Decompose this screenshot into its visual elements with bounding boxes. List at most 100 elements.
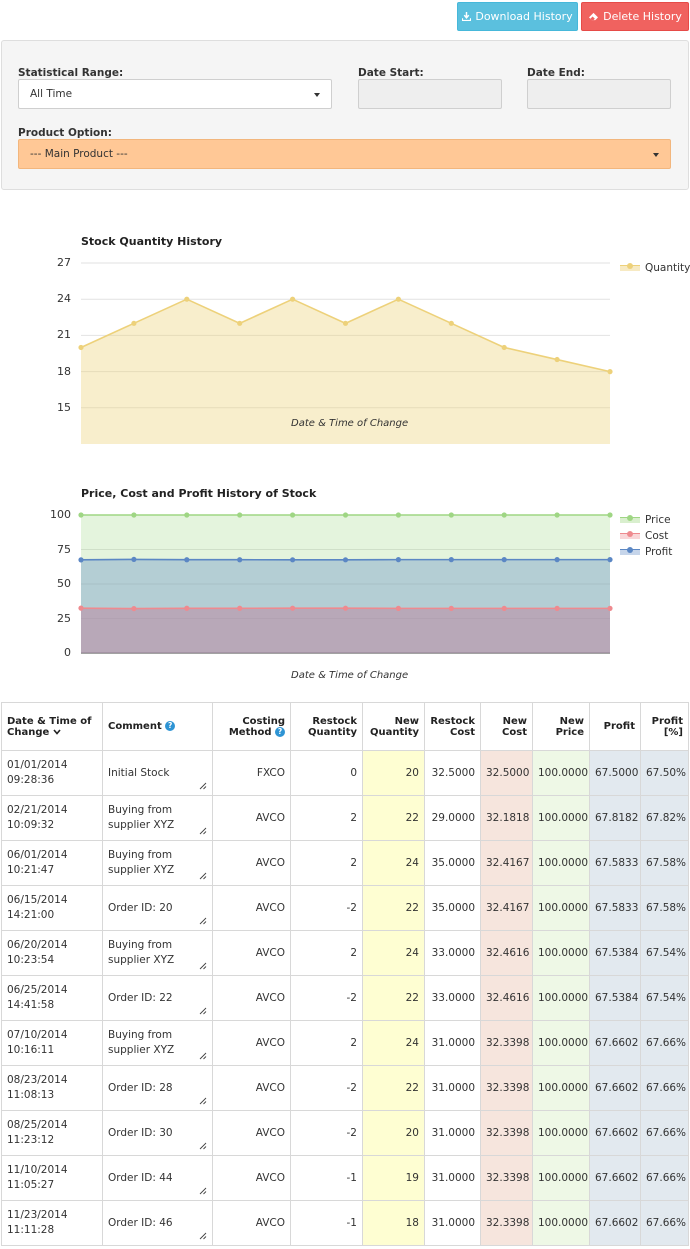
delete-history-button[interactable]: Delete History <box>581 2 689 31</box>
help-icon[interactable]: ? <box>165 721 176 731</box>
resize-handle-icon[interactable] <box>199 1007 207 1015</box>
cell-profit: 67.6602 <box>589 1155 641 1201</box>
cell-date: 06/15/2014 14:21:00 <box>1 885 103 931</box>
data-point-profit <box>607 557 613 563</box>
data-point-price <box>78 512 84 518</box>
column-header-profit[interactable]: Profit <box>589 702 641 751</box>
table-row: 11/10/2014 11:05:27 Order ID: 44 AVCO -1 19 31… <box>1 1155 689 1201</box>
cell-new-price: 100.0000 <box>532 885 590 931</box>
resize-handle-icon[interactable] <box>199 1052 207 1060</box>
cell-profit-percent: 67.66% <box>640 1065 689 1111</box>
cell-comment-text: Buying from supplier XYZ <box>108 849 175 876</box>
cell-new-cost: 32.3398 <box>480 1200 533 1246</box>
cell-restock-cost: 35.0000 <box>424 840 481 886</box>
data-point-cost <box>184 605 190 611</box>
cell-date-day: 11/23/2014 <box>7 1209 68 1221</box>
data-point-price <box>290 512 296 518</box>
cell-date-day: 02/21/2014 <box>7 804 68 816</box>
legend-item-cost[interactable]: Cost <box>620 530 668 542</box>
cell-comment-text: Initial Stock <box>108 766 170 779</box>
cell-comment-input[interactable]: Buying from supplier XYZ <box>102 840 213 886</box>
legend-item-profit[interactable]: Profit <box>620 546 672 558</box>
legend-label: Profit <box>645 546 673 558</box>
product-option-select[interactable]: --- Main Product --- <box>18 139 671 169</box>
cell-new-quantity: 18 <box>362 1200 425 1246</box>
resize-handle-icon[interactable] <box>199 782 207 790</box>
table-row: 11/23/2014 11:11:28 Order ID: 46 AVCO -1 18 31… <box>1 1200 689 1246</box>
x-axis-label: Date & Time of Change <box>291 670 409 681</box>
cell-new-quantity: 22 <box>362 795 425 841</box>
cell-comment-input[interactable]: Order ID: 22 <box>102 975 213 1021</box>
download-history-label: Download History <box>475 10 573 23</box>
legend-swatch <box>620 263 640 271</box>
cell-comment-input[interactable]: Order ID: 46 <box>102 1200 213 1246</box>
column-header-new-quantity[interactable]: New Quantity <box>362 702 425 751</box>
cell-comment-text: Buying from supplier XYZ <box>108 804 175 831</box>
cell-comment-input[interactable]: Buying from supplier XYZ <box>102 795 213 841</box>
cell-comment-input[interactable]: Buying from supplier XYZ <box>102 1020 213 1066</box>
resize-handle-icon[interactable] <box>199 1142 207 1150</box>
cell-comment-input[interactable]: Buying from supplier XYZ <box>102 930 213 976</box>
cell-profit-percent: 67.82% <box>640 795 689 841</box>
cell-new-quantity: 19 <box>362 1155 425 1201</box>
column-header-label: New Price <box>555 715 584 738</box>
statistical-range-select[interactable]: All Time <box>18 79 332 109</box>
resize-handle-icon[interactable] <box>199 917 207 925</box>
cell-profit-percent: 67.66% <box>640 1110 689 1156</box>
data-point-quantity <box>237 320 243 326</box>
cell-comment-text: Order ID: 44 <box>108 1171 173 1184</box>
legend-swatch <box>620 515 640 523</box>
column-header-profit-percent[interactable]: Profit [%] <box>640 702 689 751</box>
data-point-price <box>184 512 190 518</box>
cell-date-time: 09:28:36 <box>7 774 55 786</box>
cell-profit: 67.5833 <box>589 885 641 931</box>
cell-comment-input[interactable]: Initial Stock <box>102 750 213 796</box>
cell-comment-input[interactable]: Order ID: 44 <box>102 1155 213 1201</box>
cell-new-cost: 32.4167 <box>480 885 533 931</box>
cell-restock-cost: 35.0000 <box>424 885 481 931</box>
stock-history-table: Date & Time of Change Comment ? Costing … <box>1 702 689 1246</box>
date-end-input[interactable] <box>527 79 671 109</box>
download-icon <box>462 12 472 21</box>
table-row: 07/10/2014 10:16:11 Buying from supplier X… <box>1 1020 689 1066</box>
cell-comment-input[interactable]: Order ID: 28 <box>102 1065 213 1111</box>
column-header-costing-method[interactable]: Costing Method ? <box>212 702 291 751</box>
resize-handle-icon[interactable] <box>199 827 207 835</box>
cell-date-day: 08/25/2014 <box>7 1119 68 1131</box>
legend-swatch <box>620 531 640 539</box>
date-end-label: Date End: <box>527 67 585 79</box>
column-header-new-price[interactable]: New Price <box>532 702 590 751</box>
column-header-new-cost[interactable]: New Cost <box>480 702 533 751</box>
resize-handle-icon[interactable] <box>199 1232 207 1240</box>
column-header-label: New Cost <box>502 715 527 738</box>
cell-new-price: 100.0000 <box>532 1110 590 1156</box>
data-point-price <box>501 512 507 518</box>
resize-handle-icon[interactable] <box>199 962 207 970</box>
column-header-comment[interactable]: Comment ? <box>102 702 213 751</box>
date-start-input[interactable] <box>358 79 502 109</box>
resize-handle-icon[interactable] <box>199 1187 207 1195</box>
cell-restock-quantity: 2 <box>290 930 363 976</box>
cell-comment-input[interactable]: Order ID: 30 <box>102 1110 213 1156</box>
cell-new-price: 100.0000 <box>532 840 590 886</box>
data-point-quantity <box>448 320 454 326</box>
legend-item-price[interactable]: Price <box>620 514 671 526</box>
legend-item-quantity[interactable]: Quantity <box>620 262 690 274</box>
resize-handle-icon[interactable] <box>199 1097 207 1105</box>
help-icon[interactable]: ? <box>275 726 285 737</box>
cell-costing-method: AVCO <box>212 1065 291 1111</box>
data-point-profit <box>131 556 137 563</box>
resize-handle-icon[interactable] <box>199 872 207 880</box>
column-header-date[interactable]: Date & Time of Change <box>1 702 103 751</box>
table-header-row: Date & Time of Change Comment ? Costing … <box>1 702 689 751</box>
download-history-button[interactable]: Download History <box>457 2 578 31</box>
product-option-label: Product Option: <box>18 127 112 139</box>
data-point-price <box>395 512 401 518</box>
cell-new-price: 100.0000 <box>532 1155 590 1201</box>
column-header-restock-cost[interactable]: Restock Cost <box>424 702 481 751</box>
cell-comment-input[interactable]: Order ID: 20 <box>102 885 213 931</box>
data-point-profit <box>448 557 454 563</box>
column-header-restock-quantity[interactable]: Restock Quantity <box>290 702 363 751</box>
cell-costing-method: AVCO <box>212 975 291 1021</box>
table-row: 02/21/2014 10:09:32 Buying from supplier X… <box>1 795 689 841</box>
